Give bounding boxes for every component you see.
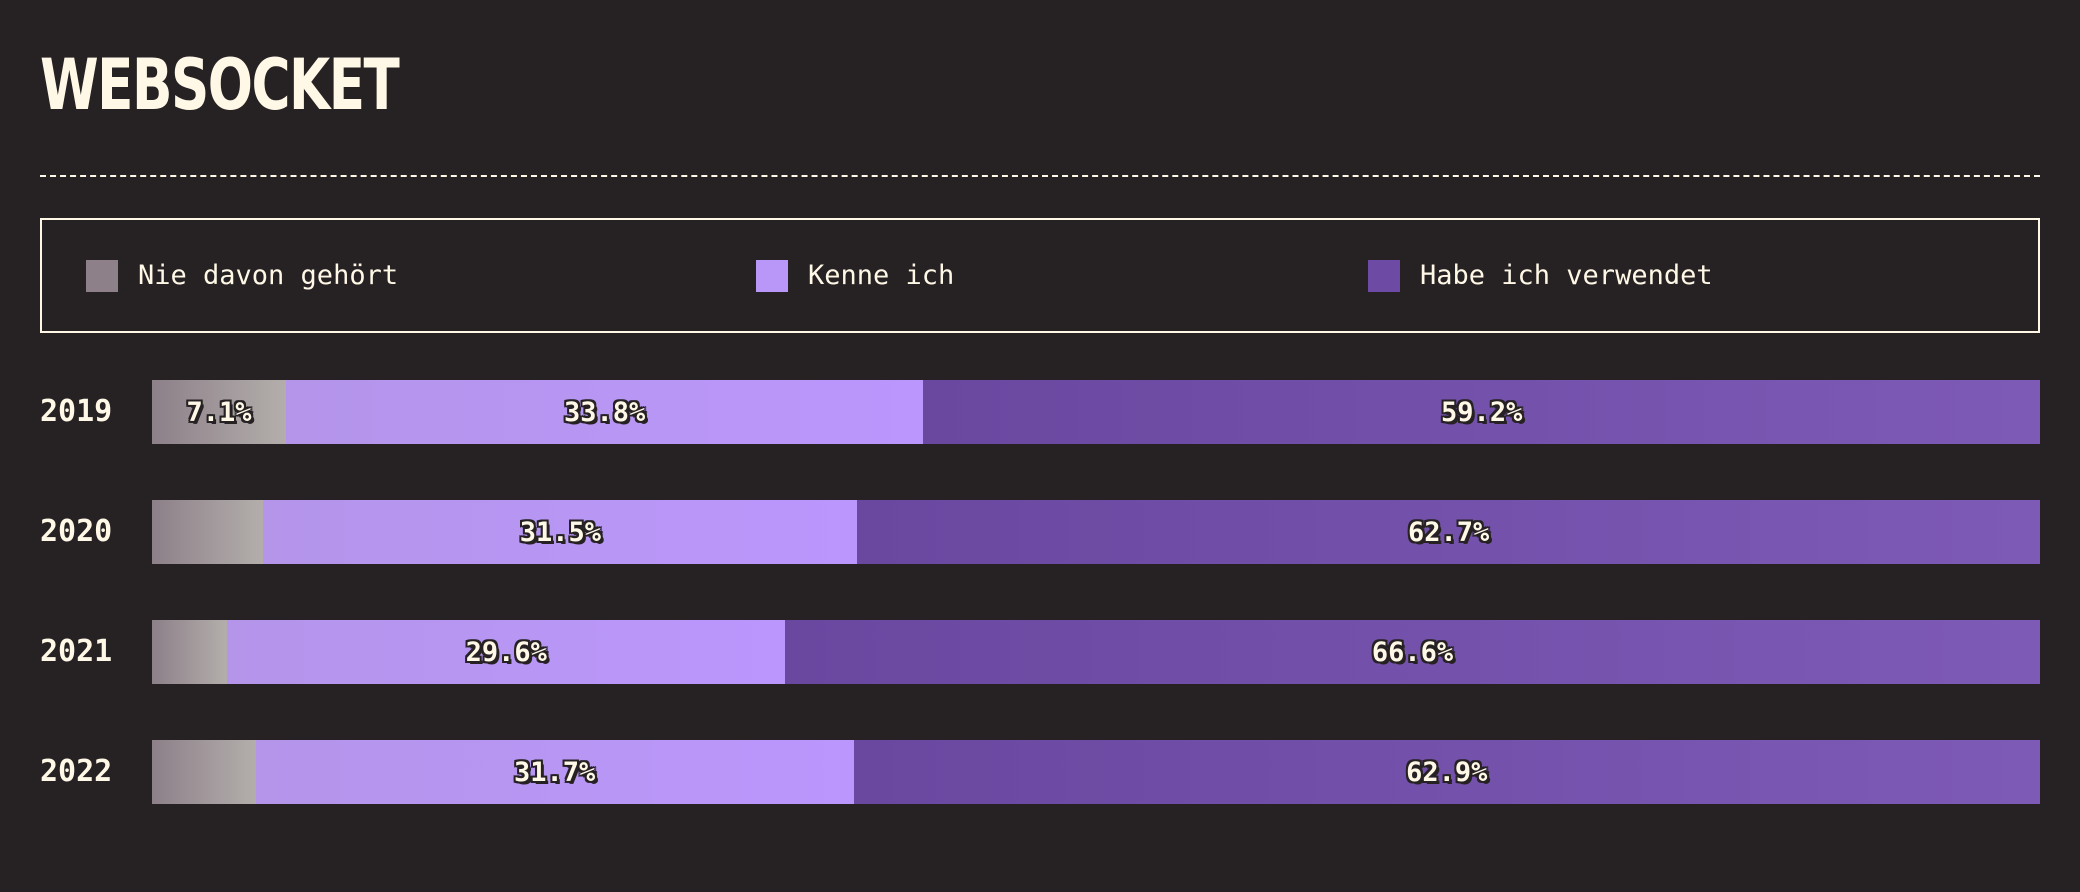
row-label-2022: 2022 — [40, 754, 113, 789]
legend-swatch-known — [756, 259, 788, 292]
data-label-known-2019: 33.8% — [564, 396, 646, 428]
legend-item-used: Habe ich verwendet — [1368, 220, 1713, 331]
bar-segment-known-2020: 31.5% — [263, 500, 858, 564]
legend-item-known: Kenne ich — [756, 220, 954, 331]
bar-segment-known-2019: 33.8% — [285, 380, 924, 444]
row-label-2020: 2020 — [40, 514, 113, 549]
data-label-used-2021: 66.6% — [1371, 636, 1454, 668]
bar-segment-never-2022 — [152, 740, 256, 804]
bar-segment-used-2021: 66.6% — [785, 620, 2040, 684]
data-label-known-2020: 31.5% — [519, 516, 601, 548]
bar-segment-used-2020: 62.7% — [857, 500, 2040, 564]
data-label-never-2019: 7.1% — [186, 396, 252, 428]
bar-segment-never-2019: 7.1% — [152, 380, 286, 444]
bar-segment-known-2022: 31.7% — [255, 740, 854, 804]
data-label-used-2022: 62.9% — [1406, 756, 1488, 788]
legend: Nie davon gehört Kenne ich Habe ich verw… — [40, 218, 2040, 333]
bar-segment-never-2021 — [152, 620, 228, 684]
data-label-known-2021: 29.6% — [465, 636, 547, 668]
bar-2021: 29.6% 66.6% — [152, 620, 2040, 684]
bar-2022: 31.7% 62.9% — [152, 740, 2040, 804]
chart-title: WEBSOCKET — [40, 44, 400, 126]
legend-item-never: Nie davon gehört — [86, 220, 398, 331]
data-label-used-2019: 59.2% — [1441, 396, 1523, 428]
row-label-2021: 2021 — [40, 634, 113, 669]
data-label-used-2020: 62.7% — [1408, 516, 1490, 548]
row-label-2019: 2019 — [40, 394, 113, 429]
bar-2020: 31.5% 62.7% — [152, 500, 2040, 564]
bar-segment-used-2019: 59.2% — [923, 380, 2040, 444]
bar-segment-known-2021: 29.6% — [227, 620, 786, 684]
legend-swatch-used — [1368, 259, 1400, 292]
bar-2019: 7.1% 33.8% 59.2% — [152, 380, 2040, 444]
legend-label-known: Kenne ich — [808, 260, 955, 291]
legend-label-used: Habe ich verwendet — [1420, 260, 1713, 291]
data-label-known-2022: 31.7% — [514, 756, 596, 788]
bar-segment-never-2020 — [152, 500, 264, 564]
bar-segment-used-2022: 62.9% — [853, 740, 2040, 804]
legend-swatch-never — [86, 259, 118, 292]
legend-label-never: Nie davon gehört — [138, 260, 399, 291]
divider — [40, 175, 2040, 177]
